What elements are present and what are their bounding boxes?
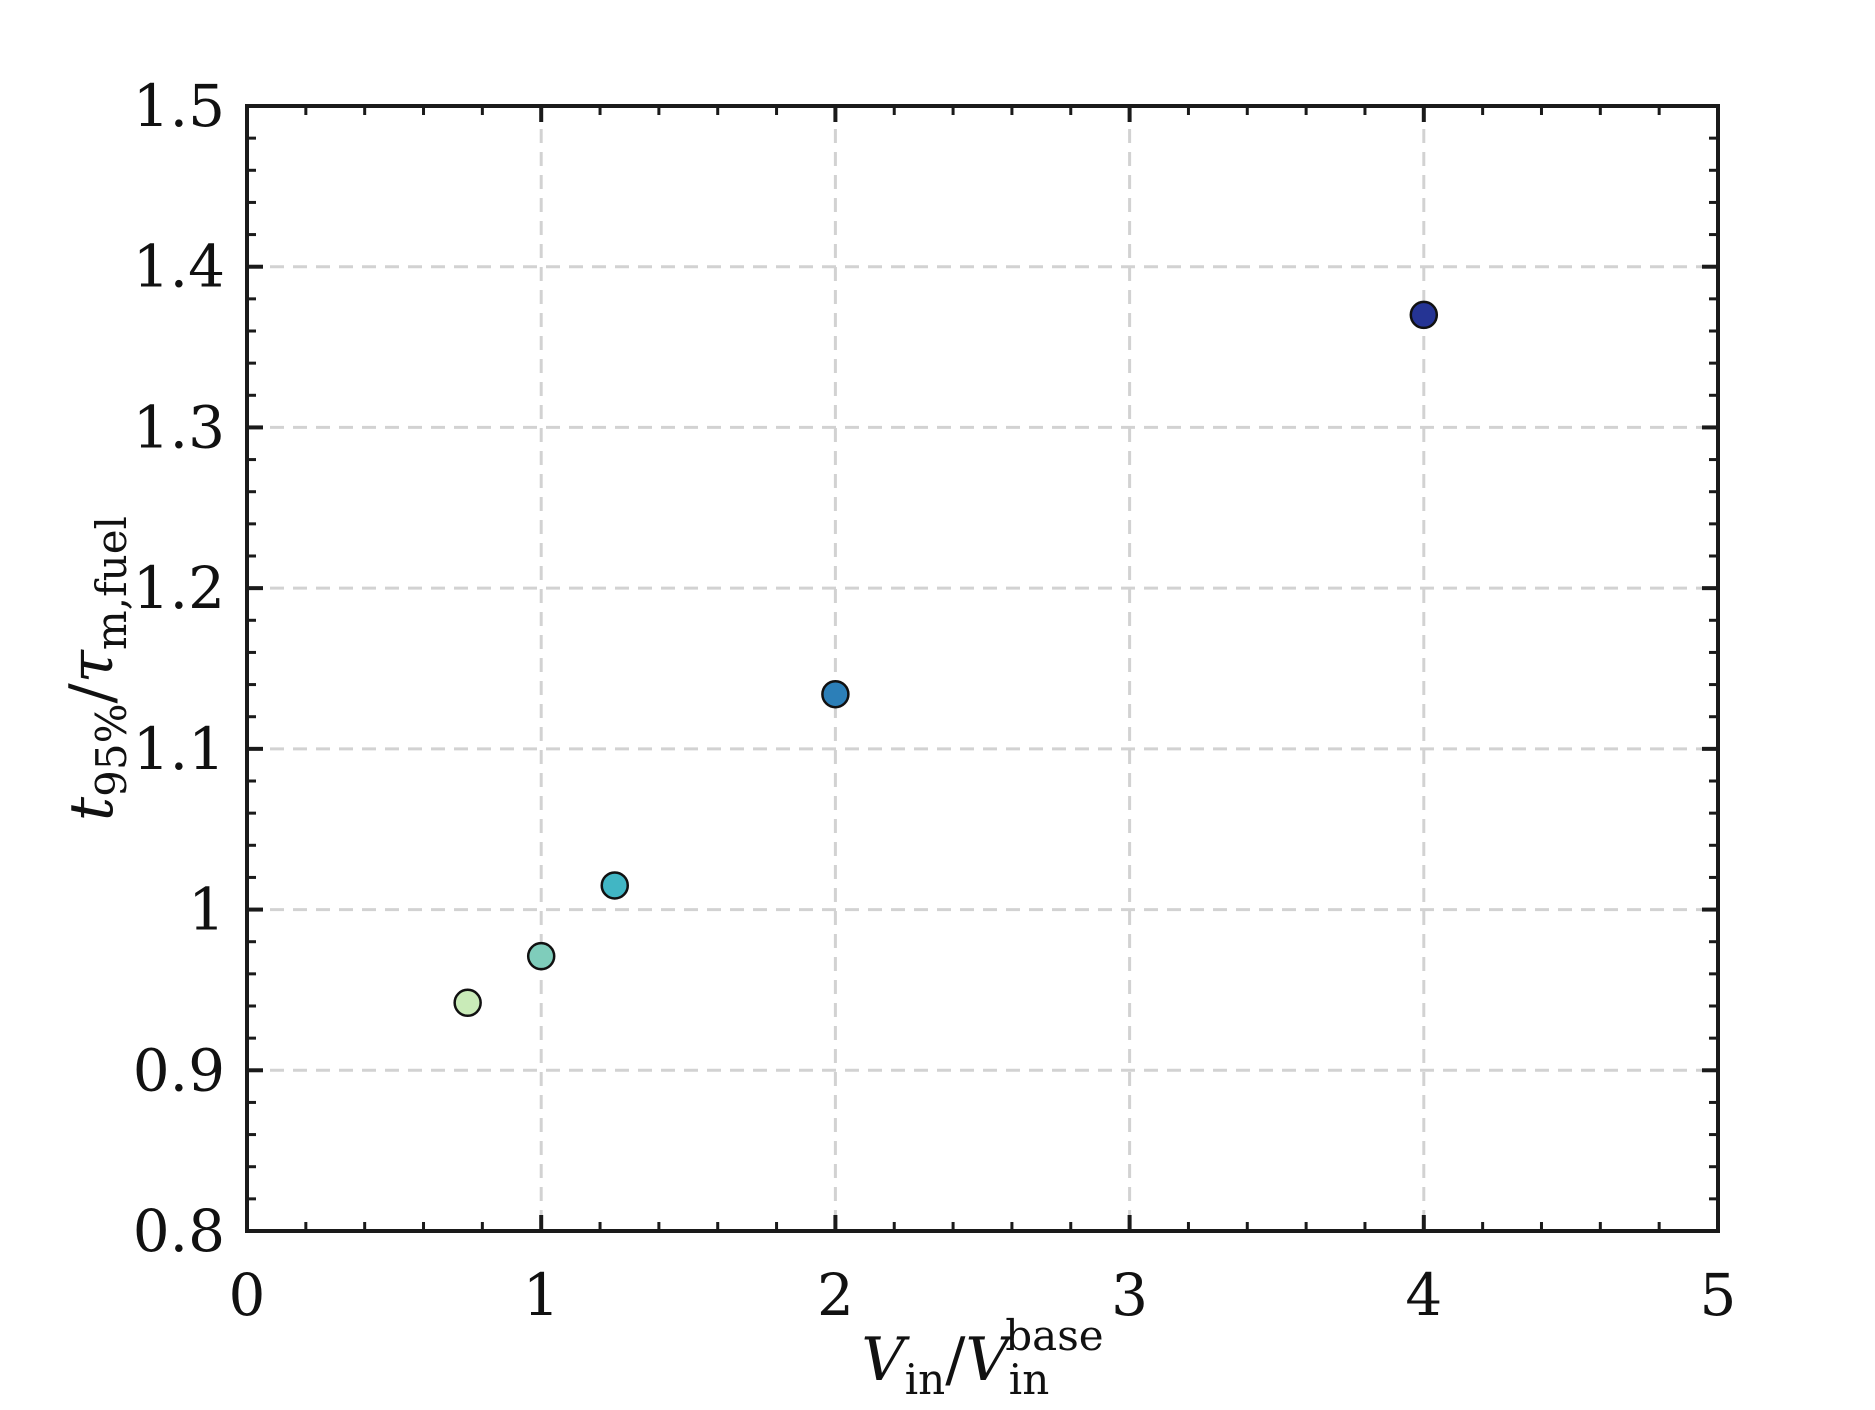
- y-axis-label: t95%/τm,fuel: [57, 516, 136, 821]
- data-point: [600, 871, 629, 900]
- grid: [247, 106, 1718, 1231]
- tick-labels: 0 1 2 3 4 5 0.8 0.9 1 1.1 1.2 1.3 1.4 1.5: [133, 72, 1737, 1329]
- data-point: [821, 679, 850, 709]
- y-tick-label: 1.3: [133, 393, 225, 461]
- x-tick-label: 4: [1405, 1261, 1442, 1329]
- data-point: [526, 941, 556, 971]
- x-tick-label: 2: [817, 1261, 854, 1329]
- x-label-main: V: [861, 1325, 910, 1395]
- x-label-sep: /: [945, 1325, 966, 1395]
- data-point: [1409, 300, 1439, 330]
- x-label-main2: V: [965, 1325, 1014, 1395]
- x-label-sup2: base: [1005, 1311, 1103, 1360]
- x-label-sub1: in: [905, 1355, 945, 1404]
- y-tick-label: 1.1: [133, 715, 225, 783]
- y-tick-label: 1.4: [133, 233, 225, 301]
- x-tick-label: 1: [523, 1261, 560, 1329]
- data-points: [453, 300, 1439, 1018]
- y-label-sub2: m,fuel: [87, 516, 136, 650]
- y-label-main: t: [57, 796, 127, 821]
- y-label-sep: /: [57, 683, 127, 704]
- y-label-main2: τ: [57, 649, 127, 683]
- x-tick-label: 5: [1700, 1261, 1737, 1329]
- x-label-sub2: in: [1009, 1355, 1049, 1404]
- y-tick-label: 0.8: [133, 1197, 225, 1265]
- y-tick-label: 1.2: [133, 554, 225, 622]
- y-label-sub1: 95%: [87, 704, 136, 797]
- y-tick-label: 0.9: [133, 1036, 225, 1104]
- axis-ticks: [245, 104, 1720, 1233]
- y-tick-label: 1.5: [133, 72, 225, 140]
- x-axis-label: Vin/Vinbase: [861, 1311, 1103, 1404]
- plot-frame: [245, 104, 1720, 1233]
- y-tick-label: 1: [188, 876, 225, 944]
- data-point: [453, 988, 482, 1018]
- x-tick-label: 0: [229, 1261, 266, 1329]
- x-tick-label: 3: [1111, 1261, 1148, 1329]
